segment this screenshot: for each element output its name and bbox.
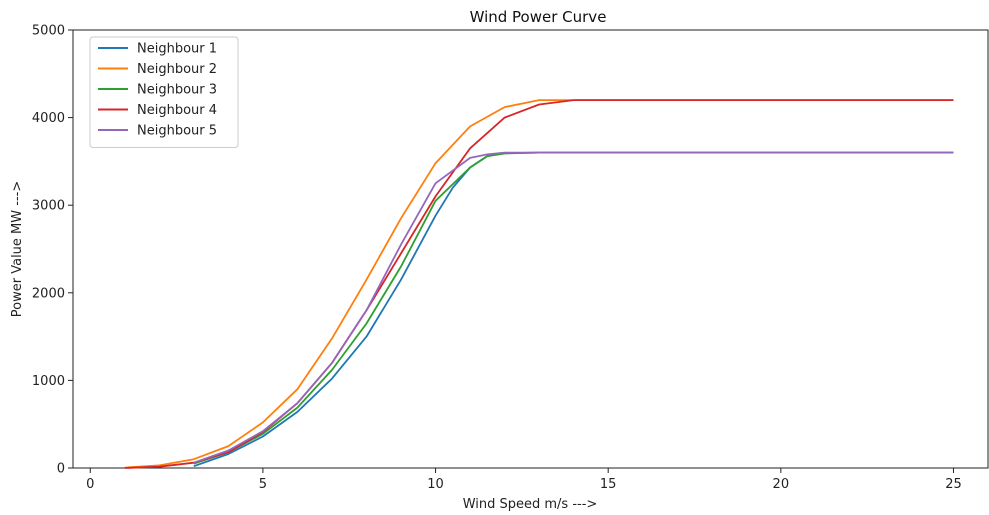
series-line-neighbour-3 (193, 151, 954, 465)
series-line-neighbour-2 (124, 99, 954, 469)
axes: 0 5 10 15 20 25 0 1000 2000 3000 4000 5000 (32, 24, 962, 493)
series-line-neighbour-1 (193, 151, 954, 468)
y-tick-label: 4000 (32, 111, 65, 126)
plot-area-frame (72, 29, 989, 469)
legend-label: Neighbour 5 (137, 124, 217, 139)
legend-label: Neighbour 3 (137, 83, 217, 98)
y-tick-label: 2000 (32, 286, 65, 301)
y-tick-label: 1000 (32, 374, 65, 389)
legend-label: Neighbour 2 (137, 62, 217, 77)
x-tick-label: 5 (259, 477, 267, 492)
legend: Neighbour 1 Neighbour 2 Neighbour 3 Neighbo… (89, 36, 239, 148)
x-tick-label: 10 (427, 477, 444, 492)
x-axis-label: Wind Speed m/s ---> (463, 497, 598, 512)
series-line-neighbour-4 (124, 99, 954, 469)
x-tick-label: 0 (86, 477, 94, 492)
y-tick-label: 5000 (32, 24, 65, 39)
x-tick-label: 15 (600, 477, 617, 492)
chart-title: Wind Power Curve (470, 8, 607, 26)
x-tick-label: 25 (945, 477, 962, 492)
legend-box (89, 36, 239, 148)
series-line-neighbour-5 (193, 151, 954, 464)
y-tick-label: 0 (57, 462, 65, 477)
series-lines (124, 99, 954, 469)
legend-label: Neighbour 4 (137, 103, 217, 118)
y-tick-label: 3000 (32, 199, 65, 214)
x-tick-label: 20 (773, 477, 790, 492)
y-axis-label: Power Value MW ---> (10, 181, 25, 317)
legend-label: Neighbour 1 (137, 42, 217, 57)
